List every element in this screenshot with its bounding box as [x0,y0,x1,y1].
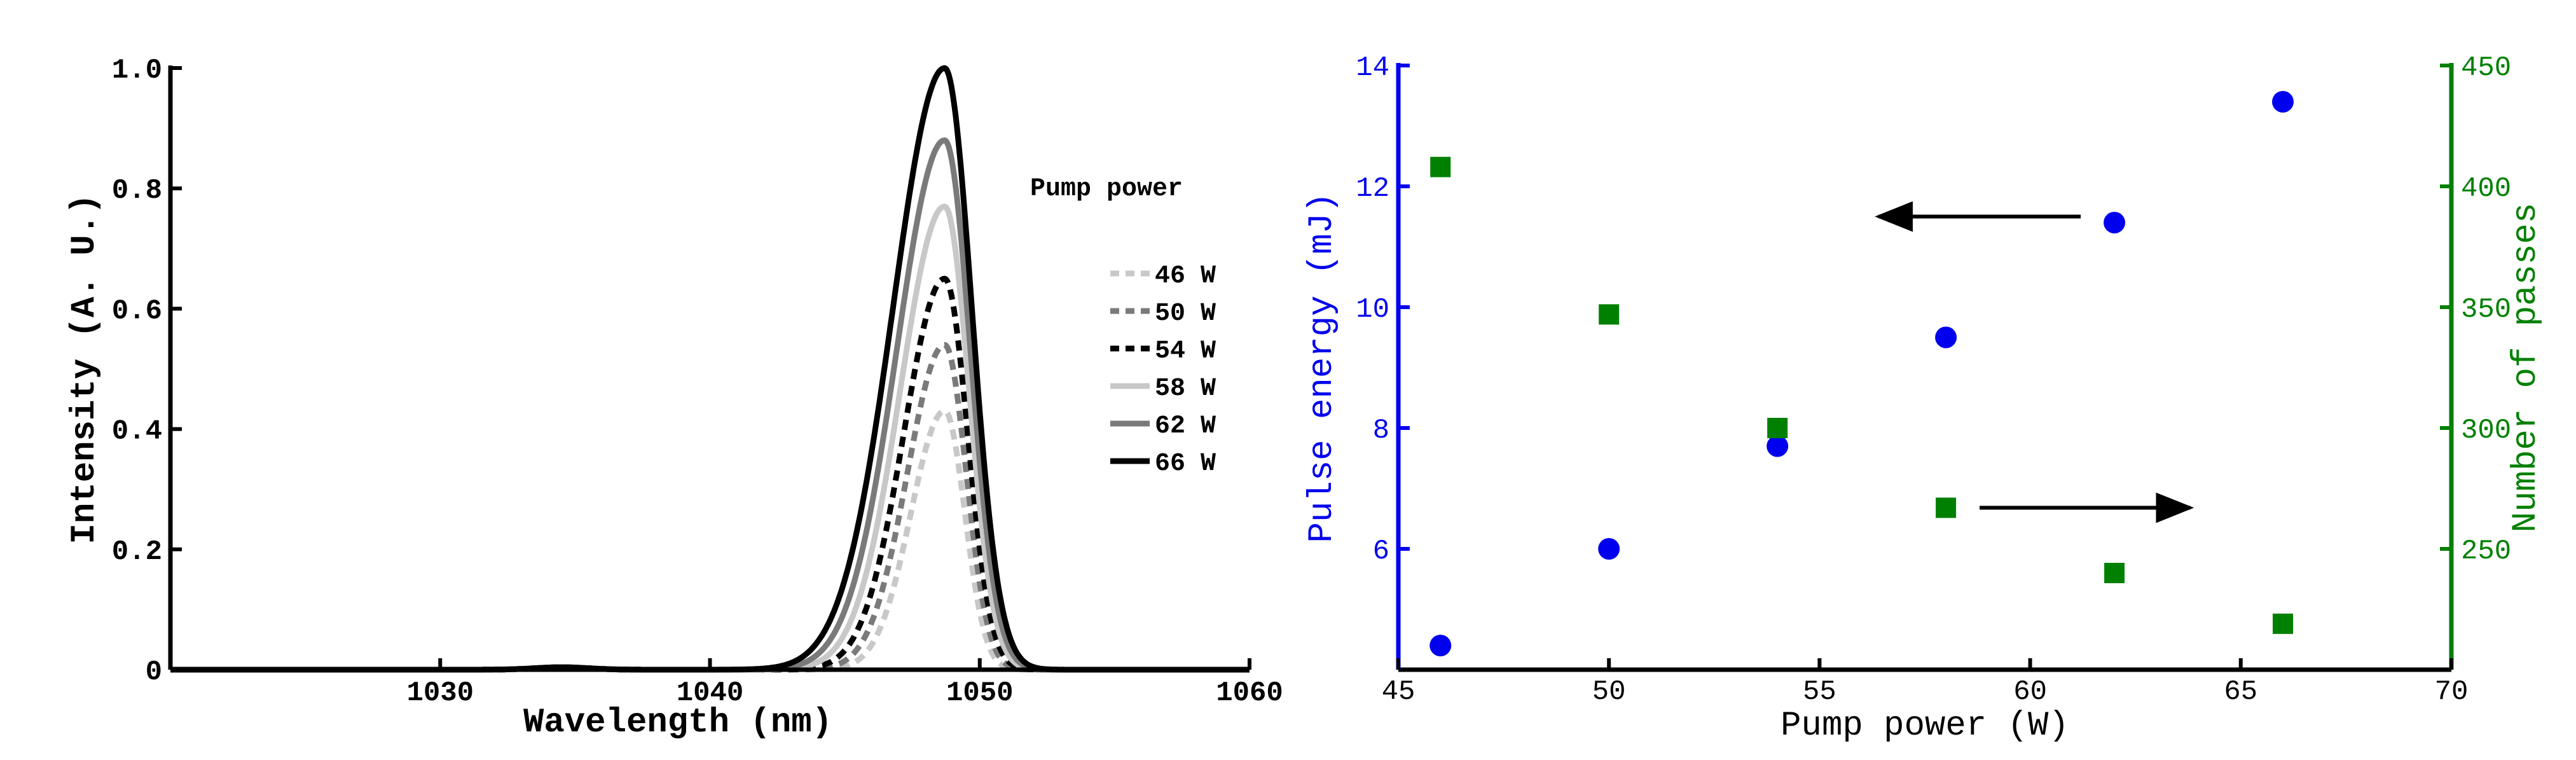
right-y-tick-label: 250 [2461,535,2511,567]
x-tick-label: 1040 [677,677,744,709]
spectrum-chart: 1030 1040 1050 1060 0 0.2 0.4 0.6 0.8 1.0 Waveleng… [65,55,1283,742]
x-tick-label: 55 [1803,676,1836,708]
legend: Pump power 46 W 50 W 54 W 58 W 62 W 66 W [1030,175,1216,478]
spectrum-line-62w [169,137,1251,673]
x-tick-label: 1050 [946,677,1014,709]
right-y-tick-label: 400 [2461,173,2511,205]
pulse-energy-point [1767,435,1789,457]
pulse-energy-point [1598,538,1620,560]
spectrum-line-54w [169,275,1251,673]
spectrum-line-58w [169,204,1251,673]
x-axis-title: Pump power (W) [1780,707,2069,745]
passes-point [1767,418,1788,438]
legend-label: 66 W [1155,450,1216,478]
x-tick-label: 45 [1382,676,1415,708]
left-y-tick-label: 12 [1356,173,1389,205]
y-tick-label: 0 [146,656,162,688]
left-y-tick-label: 14 [1356,52,1389,84]
x-tick-label: 1030 [406,677,474,709]
right-y-tick-label: 300 [2461,415,2511,446]
passes-point [1599,304,1620,325]
left-y-axis-title: Pulse energy (mJ) [1303,193,1342,543]
left-y-tick-label: 10 [1356,294,1389,326]
x-tick-label: 70 [2435,676,2469,708]
left-y-tick-label: 6 [1373,535,1389,567]
y-tick-label: 0.8 [112,175,162,207]
spectrum-line-66w [169,65,1251,673]
legend-title: Pump power [1030,175,1183,204]
y-axis-title: Intensity (A. U.) [65,194,104,544]
pulse-energy-point [2272,91,2294,113]
x-tick-label: 60 [2013,676,2047,708]
y-tick-label: 0.2 [112,536,162,568]
x-tick-label: 50 [1592,676,1626,708]
passes-point [1430,156,1451,177]
y-tick-label: 1.0 [112,55,162,86]
legend-label: 46 W [1155,262,1216,291]
passes-point [2273,613,2294,634]
passes-point [1936,497,1957,518]
y-tick-label: 0.4 [112,416,162,448]
spectrum-line-50w [169,342,1251,673]
passes-point [2104,563,2125,583]
pulse-energy-point [1429,635,1452,656]
legend-label: 54 W [1155,337,1216,366]
legend-label: 50 W [1155,300,1216,328]
left-y-tick-label: 8 [1373,415,1389,446]
spectrum-line-46w [169,408,1251,673]
x-axis-title: Wavelength (nm) [523,703,832,742]
x-tick-label: 65 [2224,676,2257,708]
right-y-tick-label: 450 [2461,52,2511,84]
pulse-energy-point [2104,212,2126,233]
legend-label: 62 W [1155,412,1216,441]
y-tick-label: 0.6 [112,295,162,327]
pulse-energy-point [1935,326,1957,349]
x-tick-label: 1060 [1216,677,1283,709]
energy-passes-chart: 45 50 55 60 65 70 6 8 10 12 14 250 300 350 400 450 Pump … [1303,52,2545,745]
right-y-tick-label: 350 [2461,294,2511,326]
right-y-axis-title: Number of passes [2507,203,2545,532]
legend-label: 58 W [1155,375,1216,403]
